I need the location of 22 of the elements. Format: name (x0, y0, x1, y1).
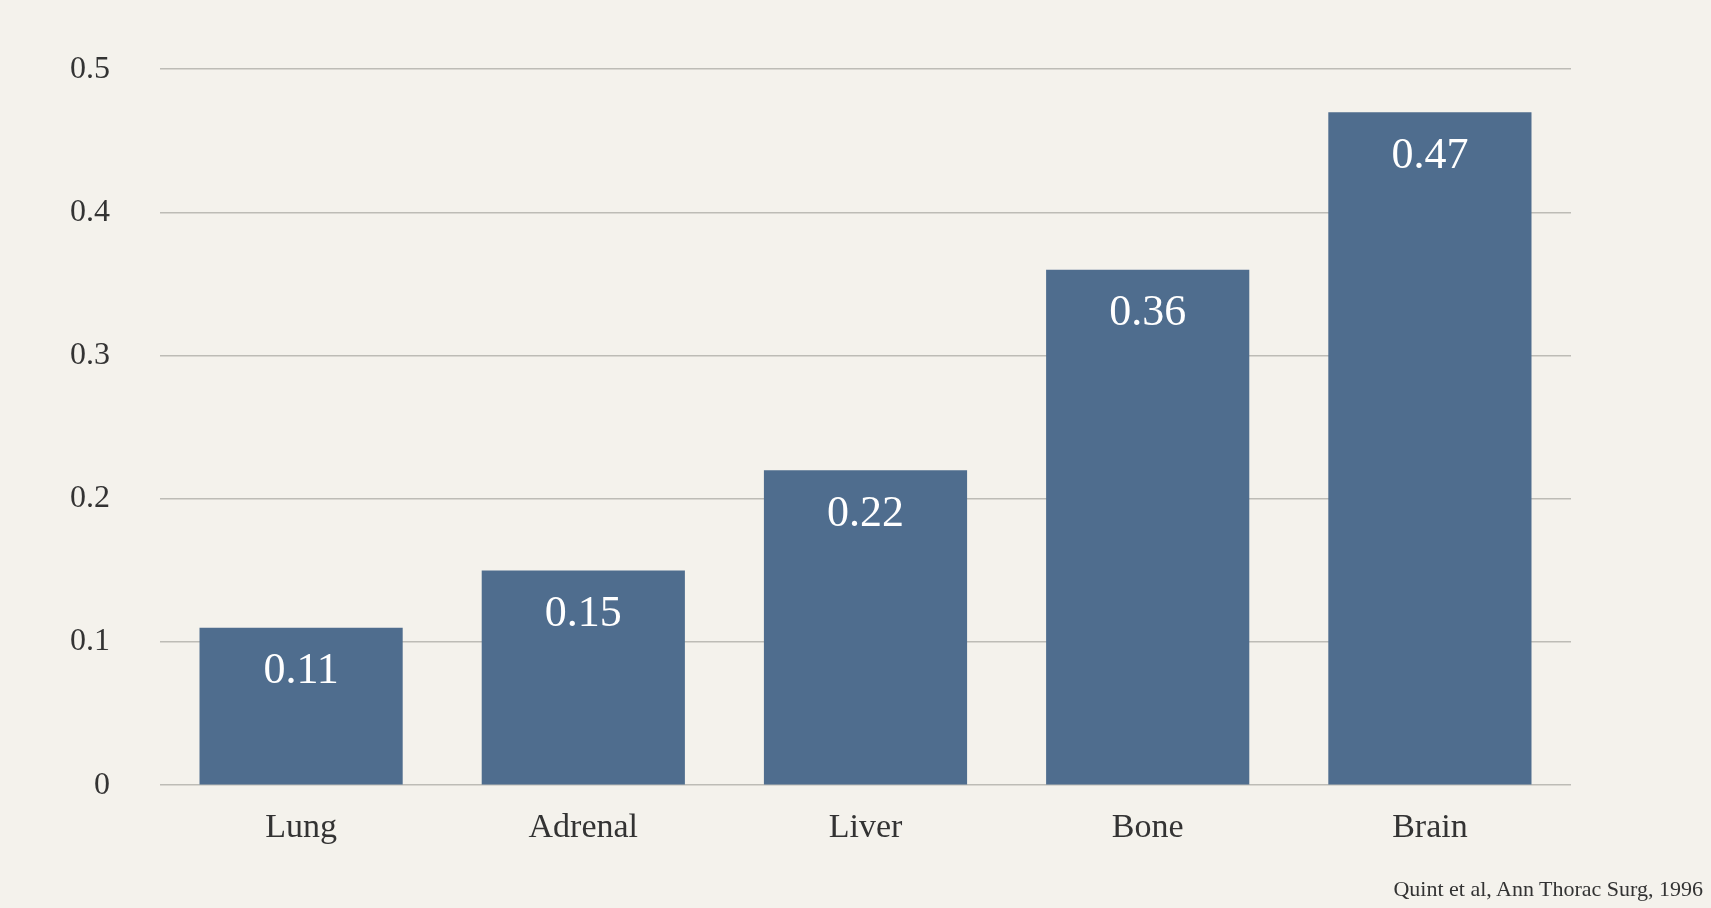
data-label: 0.36 (1109, 286, 1187, 336)
data-label: 0.22 (827, 486, 904, 536)
y-tick-label: 0.1 (70, 621, 110, 658)
y-tick-label: 0.2 (70, 478, 110, 515)
bar (1328, 112, 1532, 785)
bar (763, 470, 968, 785)
data-label: 0.15 (544, 586, 622, 636)
x-tick-label: Bone (1111, 806, 1184, 844)
x-tick-label: Adrenal (528, 806, 639, 844)
x-tick-label: Brain (1392, 806, 1468, 844)
y-tick-label: 0.5 (70, 48, 110, 85)
bar (481, 570, 685, 785)
y-tick-label: 0 (94, 764, 110, 801)
data-label: 0.11 (263, 644, 339, 694)
data-label: 0.47 (1391, 128, 1469, 178)
x-tick-label: Liver (828, 806, 903, 844)
bar (199, 627, 403, 785)
x-tick-label: Lung (265, 806, 337, 844)
bar (1046, 269, 1250, 785)
text: Quint et al, Ann Thorac Surg, 1996 (1393, 876, 1703, 902)
y-tick-label: 0.3 (70, 335, 110, 372)
y-tick-label: 0.4 (70, 191, 110, 228)
